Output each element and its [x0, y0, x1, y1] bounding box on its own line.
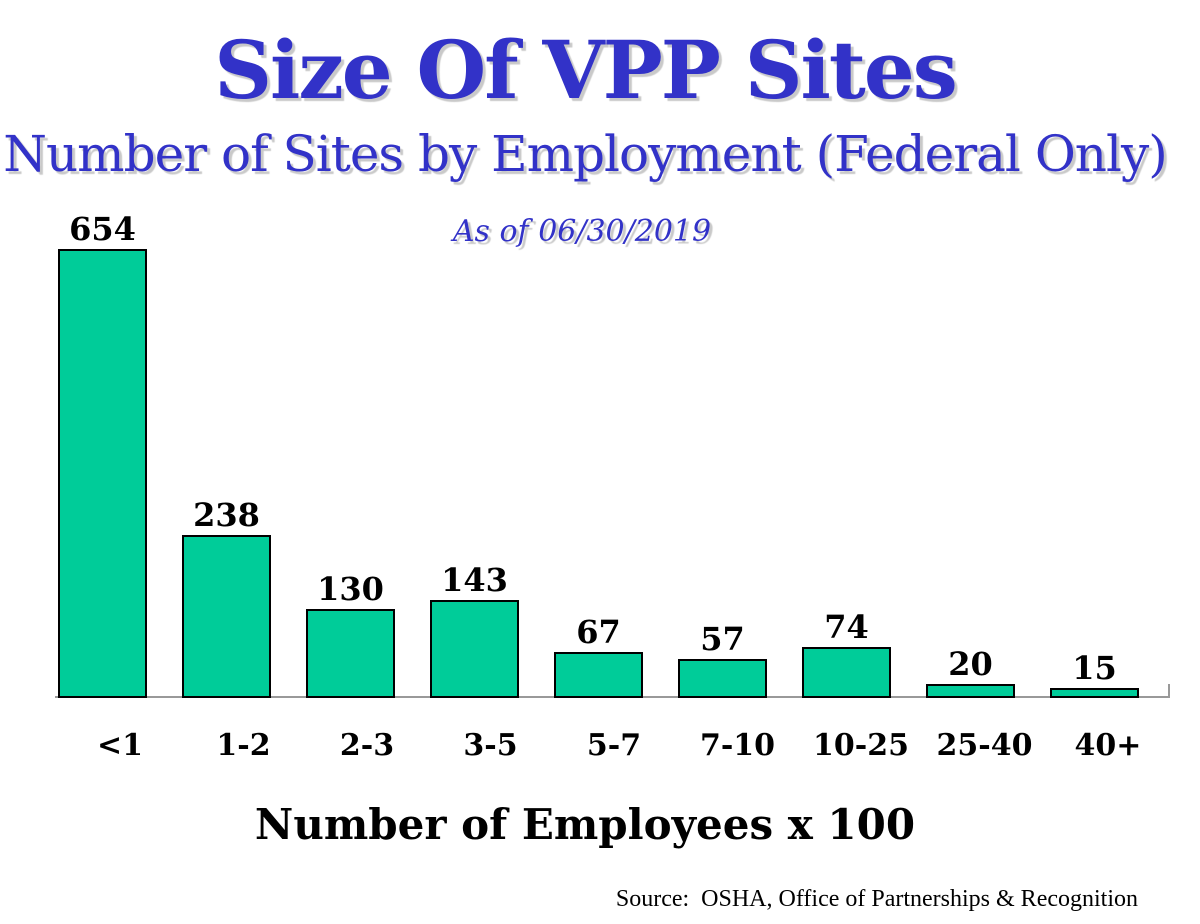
chart-title: Size Of VPP Sites	[214, 23, 958, 117]
bar-value-label: 57	[700, 620, 745, 658]
x-axis-tick-label: 25-40	[936, 728, 1033, 763]
x-axis-tick-label: 10-25	[813, 728, 909, 763]
x-axis-tick-label: 2-3	[339, 728, 395, 763]
bar-7-10	[678, 659, 767, 698]
x-axis-end-tick	[1168, 684, 1170, 698]
x-axis-tick-label: 5-7	[586, 728, 642, 763]
bar-40+	[1050, 688, 1139, 698]
bar-value-label: 15	[1072, 649, 1117, 687]
bar-value-label: 20	[948, 645, 993, 683]
bar-1-2	[182, 535, 271, 698]
bar-value-label: 74	[824, 608, 869, 646]
bar-25-40	[926, 684, 1015, 698]
x-axis-tick-label: 7-10	[699, 728, 776, 763]
bar-value-label: 67	[576, 613, 621, 651]
bar-5-7	[554, 652, 643, 698]
bar-2-3	[306, 609, 395, 698]
as-of-date-annotation: As of 06/30/2019	[452, 214, 712, 249]
x-axis-title: Number of Employees x 100	[254, 800, 916, 849]
bar-value-label: 238	[193, 496, 260, 534]
bar-10-25	[802, 647, 891, 698]
bar-value-label: 654	[69, 210, 136, 248]
x-axis-tick-label: 1-2	[216, 728, 271, 763]
bar-value-label: 130	[317, 570, 384, 608]
x-axis-tick-label: 3-5	[463, 728, 518, 763]
chart-subtitle: Number of Sites by Employment (Federal O…	[3, 125, 1168, 183]
x-axis-tick-label: 40+	[1074, 728, 1142, 763]
source-credit: Source: OSHA, Office of Partnerships & R…	[615, 886, 1138, 912]
x-axis-tick-label: <1	[96, 728, 144, 763]
bar-<1	[58, 249, 147, 698]
bar-3-5	[430, 600, 519, 698]
bar-value-label: 143	[441, 561, 508, 599]
